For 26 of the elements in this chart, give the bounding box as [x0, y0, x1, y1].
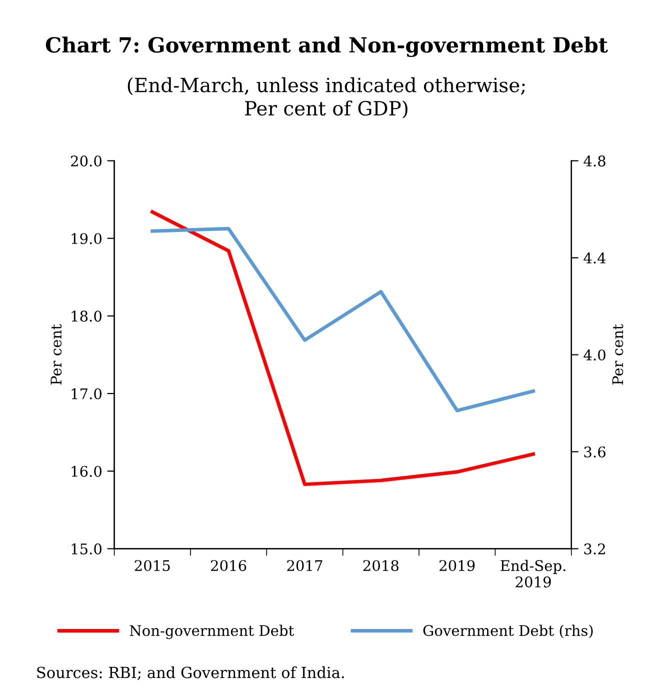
- chart-subtitle: (End-March, unless indicated otherwise; Per cent of GDP): [128, 77, 525, 118]
- x-tick-label: 2019: [440, 560, 475, 572]
- source-note: Sources: RBI; and Government of India.: [37, 666, 344, 680]
- y2-tick-label: 3.2: [584, 543, 605, 554]
- y-tick-label: 19.0: [72, 233, 102, 244]
- legend-label: Government Debt (rhs): [423, 624, 593, 638]
- y2-tick-label: 4.4: [584, 252, 606, 264]
- y-tick-label: 16.0: [72, 466, 102, 477]
- y2-tick-label: 3.6: [584, 446, 606, 458]
- x-tick-label: 2018: [363, 560, 398, 572]
- x-tick-label: 2015: [134, 560, 170, 572]
- y2-tick-label: 4.8: [584, 155, 606, 167]
- y2-axis-title: Per cent: [612, 324, 624, 385]
- line-series: [150, 210, 536, 486]
- x-tick-label: End-Sep. 2019: [500, 560, 566, 588]
- y-tick-label: 15.0: [72, 543, 102, 554]
- y-axis-title: Per cent: [50, 324, 62, 385]
- x-tick-label: 2016: [210, 560, 246, 572]
- line-series: [150, 226, 536, 412]
- x-tick-label: 2017: [287, 560, 322, 572]
- y-tick-label: 17.0: [72, 388, 102, 400]
- chart-title: Chart 7: Government and Non-government Debt: [46, 36, 608, 58]
- y2-tick-label: 4.0: [584, 349, 606, 360]
- y-tick-label: 18.0: [72, 310, 102, 322]
- y-tick-label: 20.0: [70, 155, 102, 167]
- legend-label: Non-government Debt: [130, 624, 294, 640]
